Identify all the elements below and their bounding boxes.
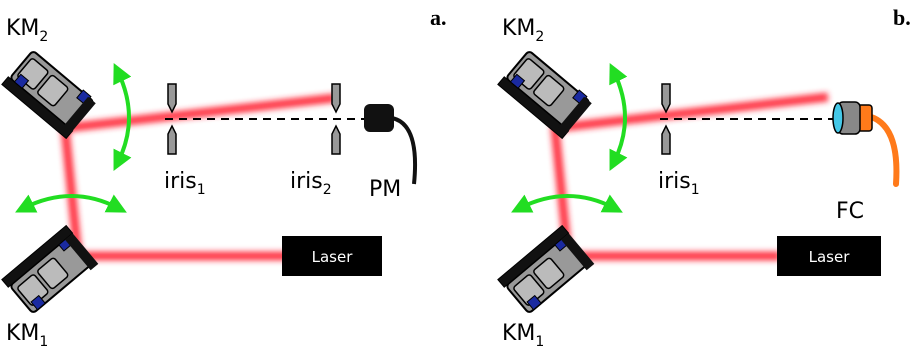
panel-tag-a: a.	[430, 5, 447, 30]
km2-label-b: KM2	[502, 16, 544, 45]
mirror-mount-km1-a	[1, 224, 99, 313]
tilt-arrow-km2-a	[113, 62, 132, 171]
tilt-arrow-km1-a	[15, 194, 127, 213]
laser-beam-b	[550, 92, 829, 261]
laser-beam-a	[60, 93, 336, 261]
iris1-b	[661, 83, 671, 155]
iris1-a	[167, 83, 177, 155]
tilt-arrow-km1-b	[511, 194, 623, 213]
panel-b: Laser KM2 KM1 iris1 FC b.	[497, 5, 911, 350]
km2-label-a: KM2	[6, 16, 48, 45]
laser-source-b	[777, 236, 881, 276]
panel-a: Laser KM2 KM1 iris1 iris2 PM a.	[1, 5, 447, 350]
mirror-mount-km1-b	[497, 224, 595, 313]
iris1-label-b: iris1	[658, 169, 700, 198]
laser-label-b: Laser	[809, 248, 851, 266]
km1-label-b: KM1	[502, 321, 544, 350]
laser-label-a: Laser	[312, 248, 354, 266]
power-meter-a	[364, 104, 418, 185]
laser-source-a	[282, 236, 382, 276]
panel-tag-b: b.	[893, 5, 911, 30]
pm-label-a: PM	[369, 177, 401, 202]
tilt-arrow-km2-b	[609, 62, 628, 171]
km1-label-a: KM1	[6, 321, 48, 350]
mirror-mount-km2-a	[1, 51, 96, 140]
fc-label-b: FC	[836, 199, 864, 224]
iris1-label-a: iris1	[164, 169, 206, 198]
iris2-a	[331, 83, 341, 155]
mirror-mount-km2-b	[497, 51, 592, 140]
fiber-coupler-b	[832, 101, 900, 187]
iris2-label-a: iris2	[290, 169, 332, 198]
